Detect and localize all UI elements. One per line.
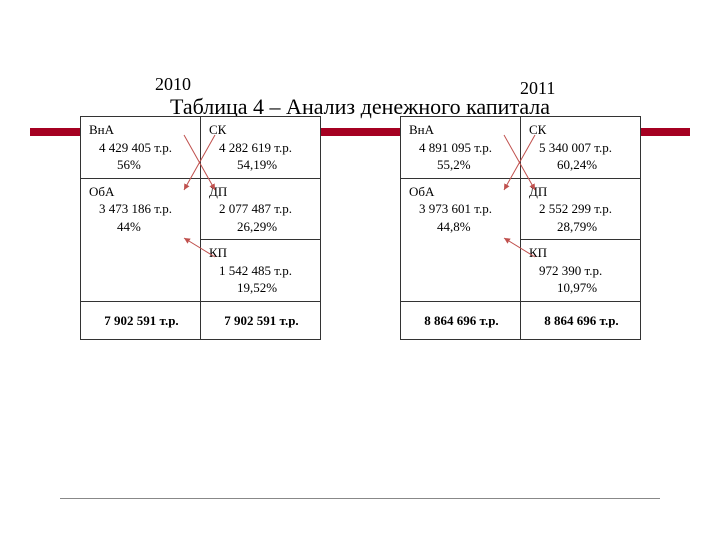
vna-pct: 55,2%: [409, 156, 514, 174]
cell-kp-2010: КП 1 542 485 т.р. 19,52%: [201, 240, 321, 302]
total-liab-2010: 7 902 591 т.р.: [201, 301, 321, 340]
cell-dp-2011: ДП 2 552 299 т.р. 28,79%: [521, 178, 641, 240]
dp-label: ДП: [209, 183, 314, 201]
kp-value: 1 542 485 т.р.: [209, 262, 314, 280]
kp-pct: 19,52%: [209, 279, 314, 297]
total-assets-2011: 8 864 696 т.р.: [401, 301, 521, 340]
footer-divider: [60, 498, 660, 499]
kp-pct: 10,97%: [529, 279, 634, 297]
sk-value: 5 340 007 т.р.: [529, 139, 634, 157]
total-liab-2011: 8 864 696 т.р.: [521, 301, 641, 340]
sk-pct: 60,24%: [529, 156, 634, 174]
year-left: 2010: [155, 74, 191, 95]
cell-sk-2011: СК 5 340 007 т.р. 60,24%: [521, 117, 641, 179]
year-right: 2011: [520, 78, 555, 99]
table-2011: ВнА 4 891 095 т.р. 55,2% СК 5 340 007 т.…: [400, 116, 641, 340]
vna-pct: 56%: [89, 156, 194, 174]
vna-label: ВнА: [409, 121, 514, 139]
cell-dp-2010: ДП 2 077 487 т.р. 26,29%: [201, 178, 321, 240]
kp-label: КП: [529, 244, 634, 262]
oba-value: 3 473 186 т.р.: [89, 200, 194, 218]
dp-value: 2 077 487 т.р.: [209, 200, 314, 218]
cell-oba-2010: ОбА 3 473 186 т.р. 44%: [81, 178, 201, 301]
cell-vna-2011: ВнА 4 891 095 т.р. 55,2%: [401, 117, 521, 179]
table-2010: ВнА 4 429 405 т.р. 56% СК 4 282 619 т.р.…: [80, 116, 321, 340]
cell-sk-2010: СК 4 282 619 т.р. 54,19%: [201, 117, 321, 179]
sk-label: СК: [209, 121, 314, 139]
dp-label: ДП: [529, 183, 634, 201]
cell-kp-2011: КП 972 390 т.р. 10,97%: [521, 240, 641, 302]
oba-label: ОбА: [409, 183, 514, 201]
vna-value: 4 891 095 т.р.: [409, 139, 514, 157]
total-assets-2010: 7 902 591 т.р.: [81, 301, 201, 340]
oba-label: ОбА: [89, 183, 194, 201]
kp-value: 972 390 т.р.: [529, 262, 634, 280]
vna-label: ВнА: [89, 121, 194, 139]
kp-label: КП: [209, 244, 314, 262]
dp-value: 2 552 299 т.р.: [529, 200, 634, 218]
vna-value: 4 429 405 т.р.: [89, 139, 194, 157]
oba-pct: 44%: [89, 218, 194, 236]
cell-oba-2011: ОбА 3 973 601 т.р. 44,8%: [401, 178, 521, 301]
dp-pct: 26,29%: [209, 218, 314, 236]
cell-vna-2010: ВнА 4 429 405 т.р. 56%: [81, 117, 201, 179]
sk-pct: 54,19%: [209, 156, 314, 174]
oba-value: 3 973 601 т.р.: [409, 200, 514, 218]
sk-value: 4 282 619 т.р.: [209, 139, 314, 157]
oba-pct: 44,8%: [409, 218, 514, 236]
dp-pct: 28,79%: [529, 218, 634, 236]
sk-label: СК: [529, 121, 634, 139]
